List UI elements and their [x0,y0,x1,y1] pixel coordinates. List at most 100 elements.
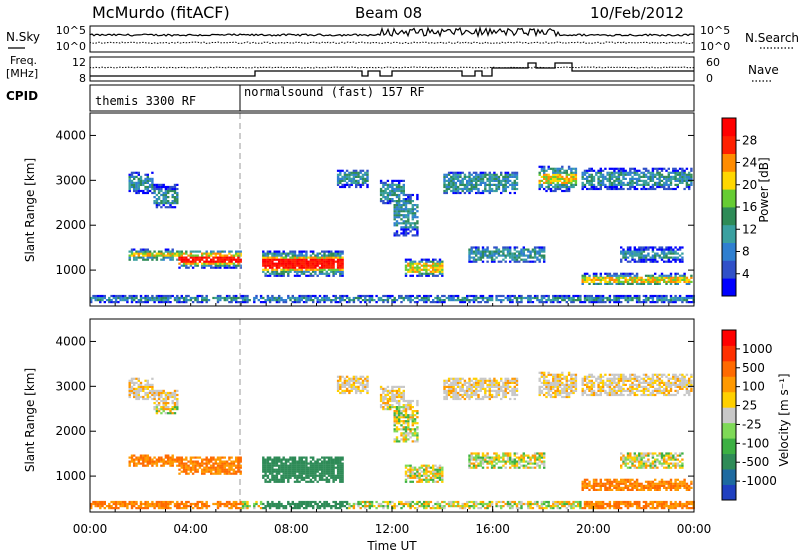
velocity-cell [148,383,152,386]
power-cell [683,169,686,172]
power-cell [327,264,331,267]
power-cell [667,183,670,186]
power-cell [466,187,469,191]
velocity-cell [341,466,344,469]
power-cell [454,191,458,195]
power-cell [672,276,675,279]
freq-label: Freq. [10,54,37,67]
power-cell [128,256,131,259]
power-cell [305,274,308,277]
velocity-cell [271,470,274,473]
velocity-cell [398,422,401,425]
power-cell [289,262,292,265]
velocity-cell [171,393,174,397]
power-cell [601,278,605,281]
power-cell [182,256,186,259]
power-cell [554,185,557,189]
power-cell [266,262,270,265]
power-cell [289,252,292,255]
power-cell [595,299,598,302]
velocity-cell [271,505,274,508]
power-cell [389,200,392,203]
power-cell [638,250,641,253]
power-cell [345,301,349,304]
power-cell [620,276,623,279]
power-cell [357,171,360,174]
power-cell [339,268,342,271]
power-cell [278,254,281,257]
power-cell [583,177,587,180]
power-cell [402,214,405,217]
velocity-cell [402,426,405,429]
power-cell [626,299,630,302]
velocity-cell [133,381,136,384]
power-cell [384,299,387,302]
nsearch-tick-bottom: 10^0 [700,40,730,53]
velocity-cell [282,470,285,473]
power-cell [323,260,326,263]
power-cell [391,181,394,184]
power-cell [472,250,476,253]
power-cell [470,294,473,298]
power-cell [511,252,514,255]
velocity-cell [321,462,324,465]
power-cell [561,167,564,170]
power-cell [678,181,682,184]
power-cell [302,250,306,253]
power-cell [674,299,677,302]
velocity-cell [214,458,217,461]
velocity-cell [393,424,396,427]
power-cell [588,299,591,302]
power-cell [139,181,143,184]
power-cell [488,177,491,180]
power-cell [660,167,664,170]
power-cell [665,246,668,249]
power-cell [305,264,308,267]
power-cell [663,276,666,279]
power-cell [690,274,693,277]
power-cell [626,260,630,263]
power-cell [221,260,224,263]
power-cell [477,179,480,182]
velocity-cell [142,460,145,463]
power-cell [296,270,299,273]
power-cell [257,299,260,302]
velocity-cell [214,460,217,463]
power-cell [617,175,621,178]
power-cell [409,212,412,215]
power-cell [289,266,292,269]
power-cell [298,258,301,261]
power-cell [681,301,684,304]
velocity-cell [321,466,324,469]
velocity-cell [291,462,294,465]
power-cell [461,299,464,302]
power-cell [690,296,693,300]
power-cell [305,254,308,257]
power-cell [423,294,426,298]
velocity-cell [282,464,285,467]
power-cell [189,299,193,302]
power-cell [219,299,222,302]
power-cell [391,301,394,304]
velocity-cell [268,505,272,508]
power-cell [151,296,154,300]
velocity-cell [336,379,340,382]
power-cell [148,177,152,180]
power-cell [302,264,306,267]
power-cell [416,296,419,300]
velocity-cell [305,468,308,471]
velocity-cell [332,505,335,508]
power-cell [404,222,408,225]
power-cell [219,294,222,298]
summary-panel: N.Sky Freq. [MHz] CPID 10^5 10^0 10^5 10… [6,24,799,112]
power-cell [518,301,521,304]
power-cell [205,256,208,259]
velocity-cell [364,385,367,388]
power-cell [382,185,385,189]
velocity-cell [318,505,322,508]
velocity-cell [384,389,387,392]
power-cell [180,260,183,263]
power-cell [176,252,179,255]
velocity-cell [255,502,258,506]
